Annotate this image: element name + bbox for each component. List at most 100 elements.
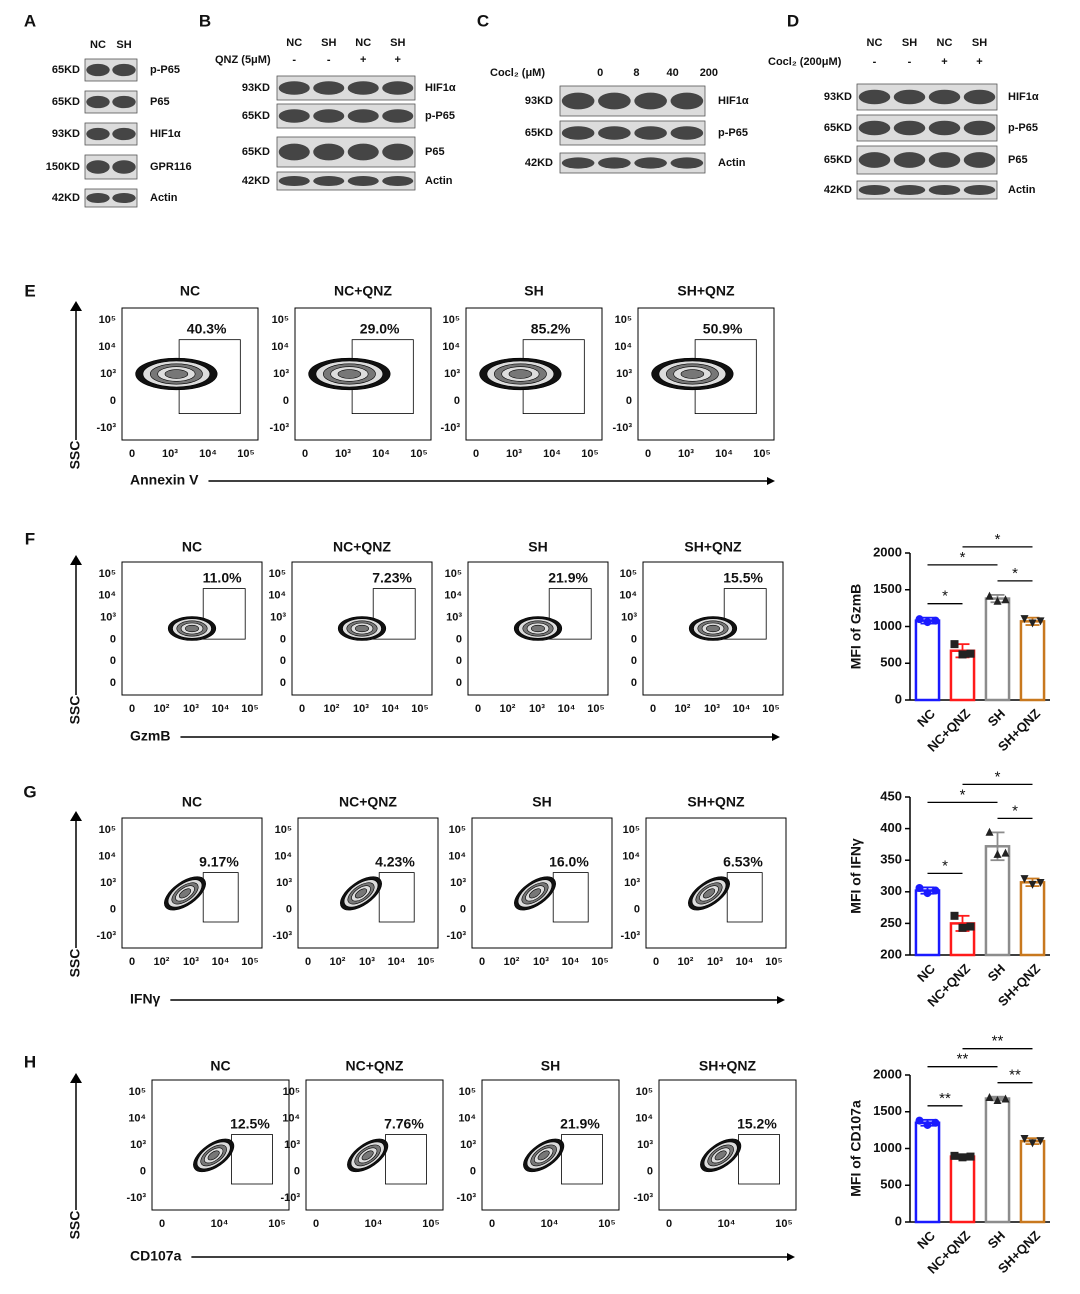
y-tick-label: 10³ <box>616 368 632 380</box>
x-axis-label: GzmB <box>130 728 170 744</box>
y-tick-label: 10³ <box>637 1139 653 1151</box>
x-tick-label: 10² <box>675 703 691 715</box>
treatment-sign: + <box>976 56 982 68</box>
plot-title: SH+QNZ <box>684 539 742 555</box>
data-point <box>923 618 932 627</box>
x-tick-label: 10⁴ <box>541 1218 559 1230</box>
y-tick-label: 10⁵ <box>620 568 637 580</box>
treatment-sign: + <box>360 54 366 66</box>
data-point <box>1020 615 1029 624</box>
data-point <box>985 1093 994 1102</box>
plot-title: SH <box>528 539 547 555</box>
marker-size: 150KD <box>46 161 80 173</box>
y-tick-label: 0 <box>631 655 637 667</box>
plot-frame <box>121 817 263 949</box>
blot-band <box>86 127 110 141</box>
plot-frame <box>121 307 259 441</box>
blot-band <box>634 92 667 110</box>
x-tick-label: 10³ <box>183 956 199 968</box>
panel-letter: E <box>24 281 35 300</box>
y-tick-label: 350 <box>880 852 902 867</box>
contour <box>337 369 362 379</box>
significance-label: ** <box>1009 1067 1021 1084</box>
y-tick-label: 10⁵ <box>636 1086 653 1098</box>
y-tick-label: -10³ <box>633 1192 653 1204</box>
y-tick-label: 10⁴ <box>268 590 286 602</box>
plot-title: NC+QNZ <box>334 283 392 299</box>
data-point <box>1036 617 1045 626</box>
y-tick-label: 0 <box>280 677 286 689</box>
marker-size: 93KD <box>52 128 80 140</box>
x-tick-label: 10³ <box>704 703 720 715</box>
lane-label: NC <box>90 39 106 51</box>
gate-percent: 15.5% <box>723 569 763 585</box>
y-tick-label: -10³ <box>440 422 460 434</box>
y-tick-label: 0 <box>895 691 902 706</box>
blot-band <box>561 126 595 140</box>
plot-title: NC <box>182 794 202 810</box>
marker-size: 42KD <box>242 175 270 187</box>
blot-band <box>278 143 310 161</box>
y-tick-label: 10³ <box>621 612 637 624</box>
blot-band <box>313 143 345 161</box>
protein-label: P65 <box>1008 154 1028 166</box>
y-tick-label: 10⁴ <box>274 850 292 862</box>
lane-label: NC <box>937 37 953 49</box>
blot-band <box>858 152 891 168</box>
x-tick-label: 10⁴ <box>372 448 390 460</box>
contour <box>185 624 199 633</box>
marker-size: 65KD <box>242 146 270 158</box>
blot-band <box>86 95 110 109</box>
x-tick-label: 10⁴ <box>365 1218 383 1230</box>
treatment-sign: - <box>327 54 331 66</box>
data-point <box>1036 1137 1045 1146</box>
y-tick-label: 500 <box>880 1177 902 1192</box>
arrow-head <box>777 996 785 1004</box>
data-point <box>958 1153 967 1162</box>
y-tick-label: 10³ <box>273 368 289 380</box>
y-tick-label: -10³ <box>96 930 116 942</box>
bar <box>984 1097 1011 1224</box>
bar <box>914 1121 941 1224</box>
contour <box>361 1150 374 1161</box>
y-tick-label: 0 <box>634 903 640 915</box>
x-tick-label: 0 <box>305 956 311 968</box>
contour <box>680 369 705 379</box>
data-point <box>1020 875 1029 884</box>
blot-band <box>561 157 595 169</box>
y-tick-label: 10⁴ <box>98 850 116 862</box>
x-tick-label: 10² <box>678 956 694 968</box>
x-tick-label: 10⁵ <box>411 703 428 715</box>
protein-label: p-P65 <box>150 64 180 76</box>
blot-band <box>858 120 891 136</box>
x-tick-label: 0 <box>299 703 305 715</box>
y-axis-label: SSC <box>67 1211 83 1240</box>
x-tick-label: 10³ <box>678 448 694 460</box>
y-tick-label: 0 <box>110 395 116 407</box>
significance-label: ** <box>992 1033 1004 1050</box>
contour <box>537 1150 550 1161</box>
y-axis-label: MFI of IFNγ <box>848 838 864 914</box>
bar <box>1019 881 1046 957</box>
x-axis-label: Annexin V <box>130 472 199 488</box>
gate-percent: 4.23% <box>375 853 415 869</box>
gate-percent: 6.53% <box>723 853 763 869</box>
x-tick-label: 10⁵ <box>237 448 254 460</box>
data-point <box>950 911 959 920</box>
data-point <box>1001 848 1010 857</box>
x-tick-label: 10³ <box>359 956 375 968</box>
blot-band <box>86 192 110 204</box>
y-tick-label: 0 <box>631 633 637 645</box>
y-tick-label: 0 <box>626 395 632 407</box>
bar <box>984 845 1011 957</box>
contour <box>531 624 545 633</box>
y-tick-label: 10³ <box>276 877 292 889</box>
blot-band <box>347 109 379 123</box>
y-tick-label: 10³ <box>460 1139 476 1151</box>
protein-label: GPR116 <box>150 161 192 173</box>
protein-label: HIF1α <box>718 95 749 107</box>
data-point <box>993 596 1002 605</box>
plot-title: NC+QNZ <box>333 539 391 555</box>
x-tick-label: SH <box>985 706 1008 729</box>
gate <box>372 588 416 640</box>
